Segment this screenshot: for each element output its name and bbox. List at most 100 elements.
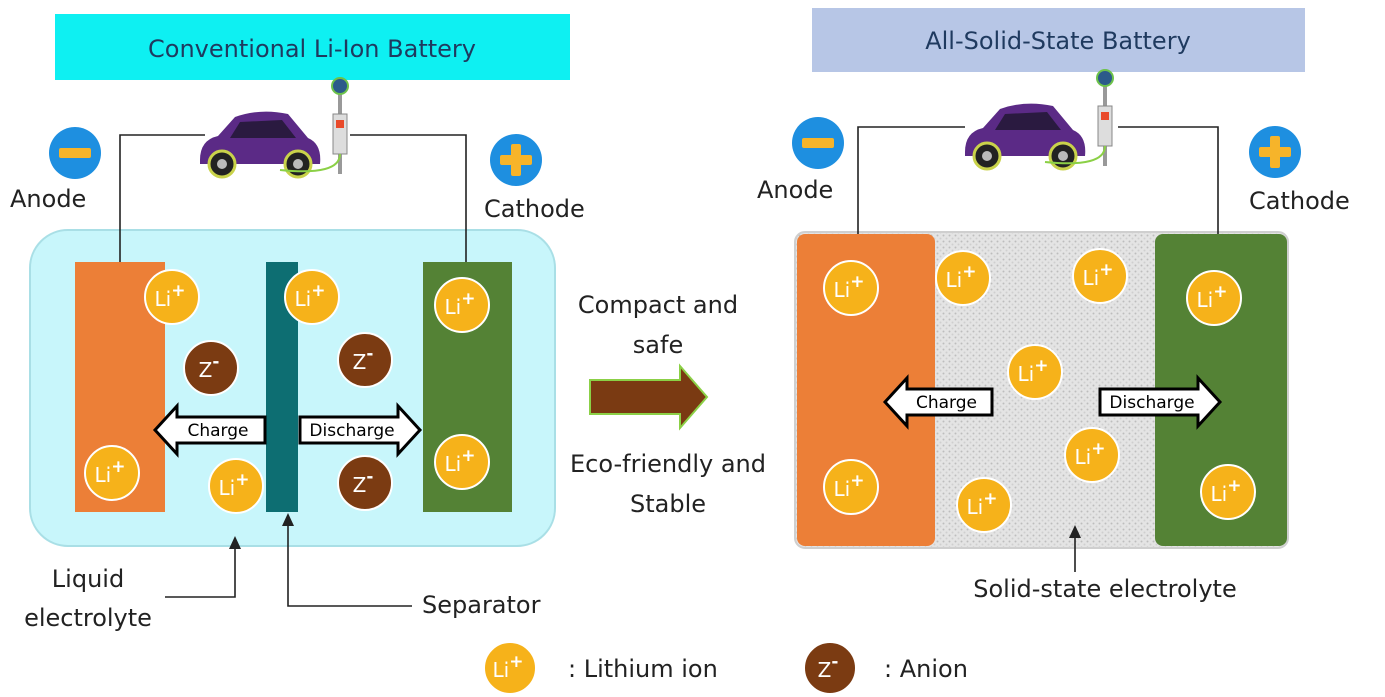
cathode-plate <box>1155 234 1287 546</box>
ion-symbol: Li <box>155 287 172 311</box>
ion-charge: + <box>1091 439 1105 459</box>
legend-text: : Lithium ion <box>568 655 718 683</box>
anode-label: Anode <box>10 185 86 213</box>
ion-charge: + <box>1099 260 1113 280</box>
wire <box>1118 126 1219 234</box>
direction-arrow <box>1098 374 1223 430</box>
ion-label: Li+ <box>834 471 865 501</box>
arrow-label: Charge <box>916 393 977 413</box>
charger-sign <box>331 77 349 95</box>
ion-charge: + <box>509 652 523 672</box>
ion-charge: - <box>831 652 838 672</box>
lithium-ion <box>284 269 340 325</box>
ion-charge: + <box>850 471 864 491</box>
anion <box>337 332 393 388</box>
wire <box>119 134 205 262</box>
icon-bar <box>1270 136 1280 168</box>
ion-symbol: Li <box>834 477 851 501</box>
ion-label: Li+ <box>967 489 998 519</box>
car-hub <box>293 159 303 169</box>
ion-charge: + <box>850 272 864 292</box>
ion-symbol: Li <box>1211 482 1228 506</box>
ion-label: Li+ <box>95 457 126 487</box>
ion-label: Li+ <box>1018 356 1049 386</box>
ion-charge: + <box>1034 356 1048 376</box>
lithium-ion <box>434 434 490 490</box>
benefit-text: Stable <box>630 490 706 518</box>
anion <box>803 641 857 695</box>
cathode-label: Cathode <box>1249 187 1350 215</box>
ion-symbol: Li <box>493 658 510 682</box>
electrolyte-label: electrolyte <box>24 604 152 632</box>
ion-charge: + <box>461 289 475 309</box>
ion-label: Li+ <box>295 281 326 311</box>
arrowhead <box>282 513 294 526</box>
ion-charge: - <box>212 352 219 372</box>
charger-sign <box>1096 69 1114 87</box>
ion-label: Li+ <box>155 281 186 311</box>
lithium-ion <box>1064 427 1120 483</box>
ion-label: Li+ <box>1083 260 1114 290</box>
ion-symbol: Li <box>1018 362 1035 386</box>
ion-symbol: Z <box>818 658 832 682</box>
direction-arrow <box>152 402 267 458</box>
ion-charge: + <box>962 262 976 282</box>
ion-symbol: Li <box>1083 266 1100 290</box>
ion-label: Li+ <box>445 446 476 476</box>
charge-cable <box>279 153 341 173</box>
benefit-text: Eco-friendly and <box>570 450 766 478</box>
lithium-ion <box>823 459 879 515</box>
anode-label: Anode <box>757 176 833 204</box>
anion-label: Z- <box>353 344 374 374</box>
ion-charge: - <box>366 467 373 487</box>
ion-label: Li+ <box>946 262 977 292</box>
title-box <box>55 14 570 80</box>
ion-charge: - <box>366 344 373 364</box>
separator-label: Separator <box>422 591 541 619</box>
lithium-ion <box>823 260 879 316</box>
ion-symbol: Z <box>353 350 367 374</box>
ion-charge: + <box>461 446 475 466</box>
anion <box>337 455 393 511</box>
arrowhead <box>1069 525 1081 538</box>
leader-line <box>287 522 412 607</box>
arrow-label: Discharge <box>309 421 394 441</box>
ion-label: Li+ <box>1197 282 1228 312</box>
right-title: All-Solid-State Battery <box>925 27 1191 55</box>
ion-charge: + <box>171 281 185 301</box>
electrolyte-label: Solid-state electrolyte <box>973 575 1236 603</box>
lithium-ion <box>84 445 140 501</box>
benefit-text: Compact and <box>578 291 738 319</box>
car-hub <box>982 151 992 161</box>
lithium-ion <box>434 277 490 333</box>
electrolyte-label: Liquid <box>52 565 124 593</box>
ion-symbol: Li <box>967 495 984 519</box>
lithium-ion <box>1200 464 1256 520</box>
icon-bar <box>511 144 521 176</box>
transition-arrow <box>589 363 709 431</box>
ion-charge: + <box>1213 282 1227 302</box>
lithium-ion <box>1007 344 1063 400</box>
ion-label: Li+ <box>219 470 250 500</box>
icon-bar <box>59 148 91 158</box>
charger-light <box>336 120 344 128</box>
ion-charge: + <box>235 470 249 490</box>
ion-charge: + <box>311 281 325 301</box>
left-title: Conventional Li-Ion Battery <box>148 35 476 63</box>
ion-symbol: Li <box>219 476 236 500</box>
ion-label: Li+ <box>834 272 865 302</box>
ion-charge: + <box>983 489 997 509</box>
wire <box>350 134 467 262</box>
ion-charge: + <box>111 457 125 477</box>
ion-symbol: Li <box>445 295 462 319</box>
car-hub <box>1058 151 1068 161</box>
wire <box>857 126 965 234</box>
lithium-ion <box>1186 270 1242 326</box>
lithium-ion <box>935 250 991 306</box>
car-window <box>230 120 296 138</box>
ion-symbol: Li <box>834 278 851 302</box>
car-hub <box>217 159 227 169</box>
lithium-ion <box>1072 248 1128 304</box>
ion-label: Li+ <box>445 289 476 319</box>
